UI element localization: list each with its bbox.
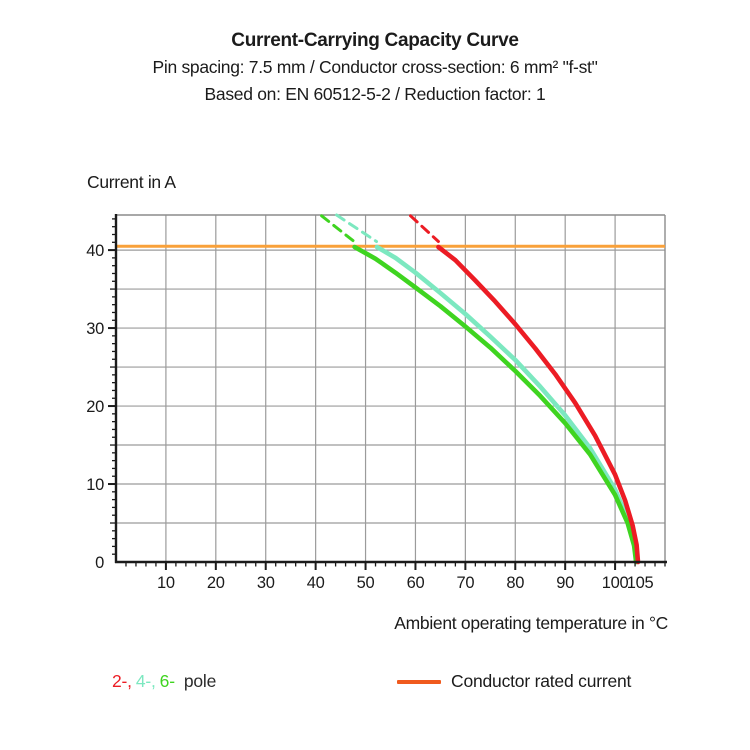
legend-poles: 2-, 4-, 6- pole [112,671,216,692]
x-tick-label: 30 [257,574,275,592]
chart-subtitle: Pin spacing: 7.5 mm / Conductor cross-se… [152,57,598,77]
legend-token-2-pole: 2-, [112,671,132,691]
y-tick-label: 40 [86,242,104,260]
chart-title: Current-Carrying Capacity Curve [231,30,519,51]
curve-6-pole-solid [352,244,639,565]
x-axis-title: Ambient operating temperature in °C [394,613,668,633]
x-tick-label: 40 [307,574,325,592]
x-tick-label: 90 [556,574,574,592]
legend-token-4-pole: 4-, [135,671,156,691]
curve-6-pole-dashed [320,214,356,243]
x-tick-label: 60 [407,574,425,592]
y-tick-label: 30 [86,320,104,338]
y-axis-title: Current in A [87,172,176,192]
chart-header: Current-Carrying Capacity Curve Pin spac… [0,28,750,108]
curve-4-pole-dashed [335,213,378,243]
legend-rated-label: Conductor rated current [451,671,632,691]
y-tick-label: 0 [95,554,104,572]
curve-2-pole-solid [436,244,641,565]
legend-pole-tokens: 2-, 4-, 6- [112,671,179,691]
chart-subtitle-2: Based on: EN 60512-5-2 / Reduction facto… [204,84,546,104]
curve-2-pole-dashed [409,214,440,243]
x-tick-label: 70 [456,574,474,592]
legend-pole-suffix: pole [183,671,217,691]
x-tick-label: 10 [157,574,175,592]
x-tick-label: 50 [357,574,375,592]
x-tick-label: 100 [602,574,629,592]
x-tick-label: 105 [627,574,654,592]
y-tick-label: 20 [86,398,104,416]
legend-token-6-pole: 6- [159,671,175,691]
y-tick-label: 10 [86,476,104,494]
legend-rated-current: Conductor rated current [397,671,631,692]
x-tick-label: 80 [506,574,524,592]
rated-current-swatch [397,679,441,684]
x-tick-label: 20 [207,574,225,592]
